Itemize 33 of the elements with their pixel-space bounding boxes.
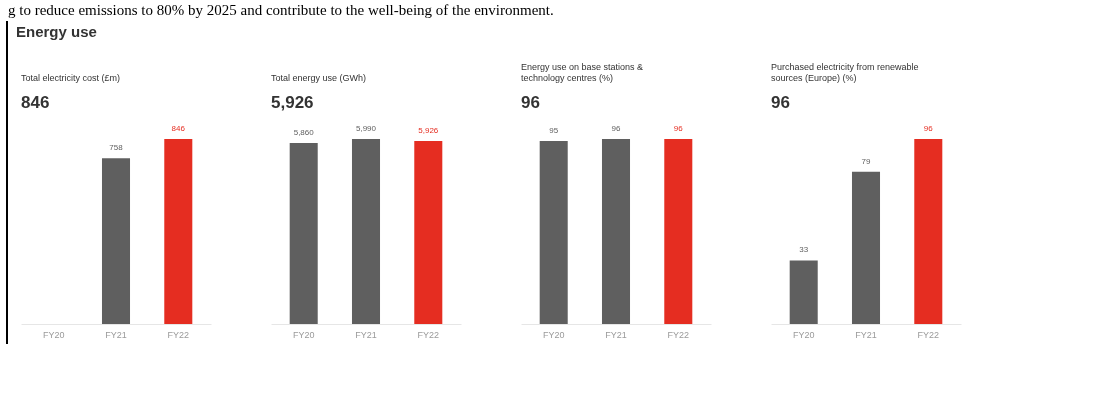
data-label: 33 — [799, 245, 809, 255]
chart-subtitle: 96 — [771, 93, 790, 112]
data-label: 96 — [673, 124, 684, 133]
data-label: 5,860 — [293, 128, 315, 138]
x-tick-label: FY21 — [605, 329, 627, 340]
x-tick-label: FY22 — [667, 329, 690, 340]
data-label: 96 — [923, 124, 934, 133]
data-label: 758 — [109, 143, 124, 153]
x-tick-label: FY22 — [917, 329, 940, 340]
data-label: 5,990 — [355, 124, 377, 133]
text: Energy use — [16, 23, 98, 40]
x-tick-label: FY20 — [542, 329, 565, 340]
x-tick-label: FY21 — [855, 329, 877, 340]
chart-subtitle: 846 — [21, 93, 50, 112]
chart-title: Purchased electricity from renewable sources (Europe) (%) — [771, 62, 919, 83]
x-tick-label: FY22 — [167, 329, 190, 340]
chart-title: Total energy use (GWh) — [271, 73, 367, 83]
data-label: 96 — [611, 124, 621, 133]
x-tick-label: FY21 — [105, 329, 127, 340]
data-label: 5,926 — [418, 125, 439, 135]
data-label: 79 — [861, 156, 871, 166]
x-tick-label: FY20 — [292, 329, 315, 340]
data-label: 95 — [549, 125, 559, 135]
x-tick-label: FY22 — [417, 329, 440, 340]
x-tick-label: FY20 — [792, 329, 815, 340]
x-tick-label: FY20 — [42, 329, 65, 340]
chart-subtitle: 5,926 — [271, 93, 314, 112]
chart-title: Energy use on base stations & technology centres (%) — [521, 62, 644, 83]
data-label: 846 — [171, 124, 186, 133]
chart-subtitle: 96 — [521, 93, 540, 112]
text: g to reduce emissions to 80% by 2025 and contribute to the well-being of the environment. — [7, 1, 555, 20]
chart-title: Total electricity cost (£m) — [21, 73, 121, 83]
x-tick-label: FY21 — [355, 329, 377, 340]
